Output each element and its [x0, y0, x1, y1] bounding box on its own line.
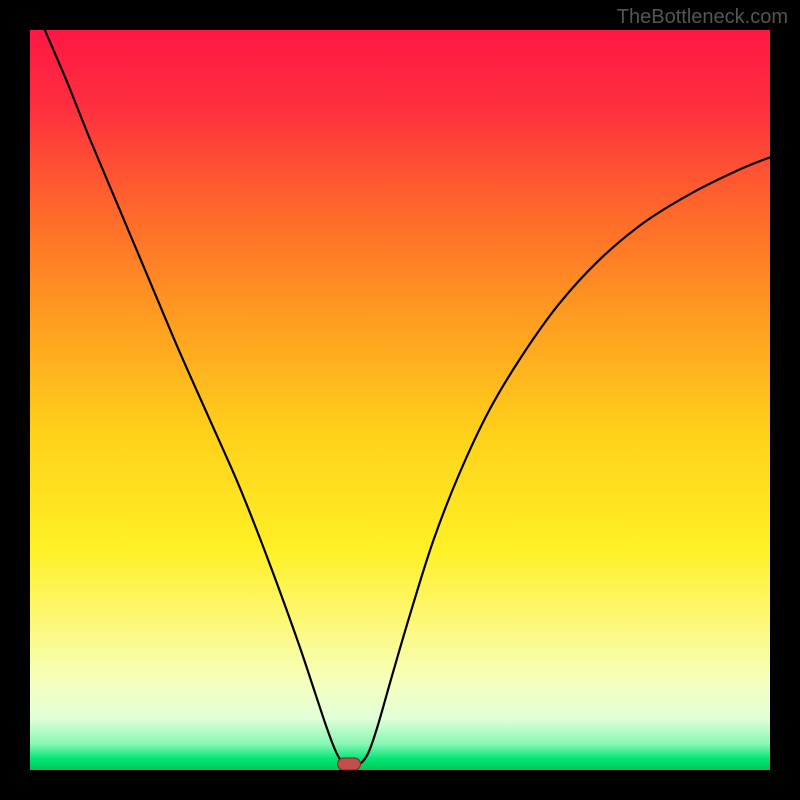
- plot-area: [30, 30, 770, 770]
- optimum-marker: [337, 758, 361, 771]
- watermark-text: TheBottleneck.com: [617, 6, 788, 29]
- chart-frame: TheBottleneck.com: [0, 0, 800, 800]
- gradient-background: [30, 30, 770, 770]
